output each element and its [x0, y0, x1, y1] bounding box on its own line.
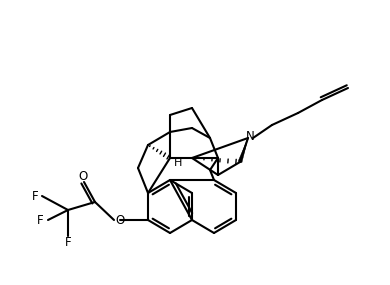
- Text: N: N: [246, 129, 254, 142]
- Text: F: F: [65, 237, 71, 249]
- Polygon shape: [238, 138, 248, 163]
- Text: O: O: [115, 213, 125, 227]
- Text: F: F: [37, 213, 43, 227]
- Text: F: F: [32, 190, 38, 203]
- Text: O: O: [78, 170, 88, 182]
- Text: H: H: [174, 158, 182, 168]
